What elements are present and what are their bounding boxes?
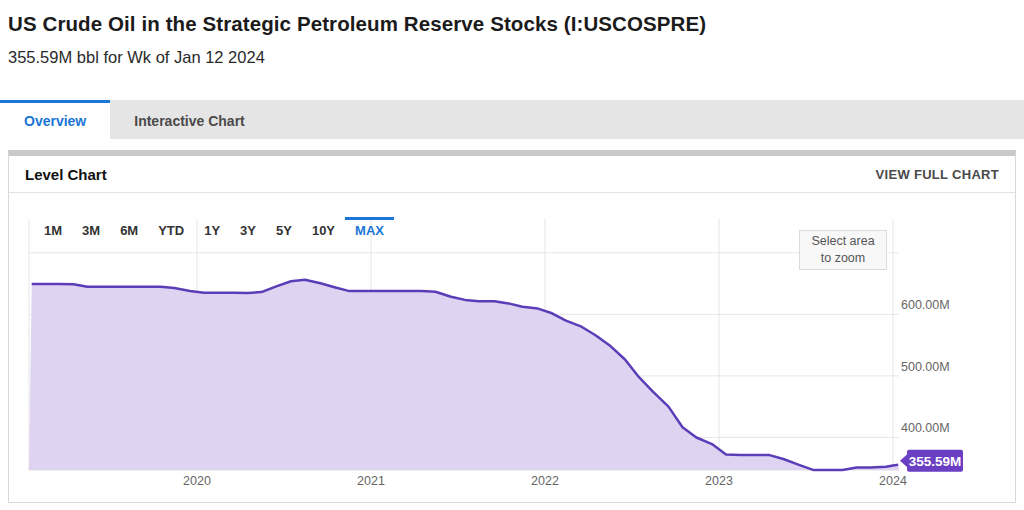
- x-tick-label-2022: 2022: [531, 474, 559, 488]
- level-chart-panel: Level Chart VIEW FULL CHART 2020 2021 2022…: [8, 150, 1016, 503]
- zoom-hint: Select area to zoom: [799, 230, 887, 270]
- panel-header: Level Chart VIEW FULL CHART: [9, 156, 1015, 193]
- zoom-hint-line1: Select area: [800, 233, 886, 250]
- tab-bar: OverviewInteractive Chart: [0, 100, 1024, 139]
- chart-region: 2020 2021 2022 2023 2024 400.00M 500.00M 600.00…: [9, 193, 1015, 501]
- range-button-5y[interactable]: 5Y: [266, 217, 302, 244]
- range-selector: 1M3M6MYTD1Y3Y5Y10YMAX: [34, 217, 394, 244]
- page-subtitle: 355.59M bbl for Wk of Jan 12 2024: [8, 48, 265, 67]
- plot-area[interactable]: [29, 219, 899, 470]
- y-tick-label-500: 500.00M: [901, 360, 950, 374]
- last-value-badge: 355.59M: [900, 450, 963, 472]
- range-button-6m[interactable]: 6M: [110, 217, 148, 244]
- range-button-ytd[interactable]: YTD: [148, 217, 194, 244]
- range-button-1y[interactable]: 1Y: [194, 217, 230, 244]
- x-tick-label-2020: 2020: [183, 474, 211, 488]
- panel-title: Level Chart: [25, 166, 107, 183]
- range-button-1m[interactable]: 1M: [34, 217, 72, 244]
- x-tick-label-2023: 2023: [705, 474, 733, 488]
- range-button-max[interactable]: MAX: [345, 217, 394, 244]
- y-tick-label-400: 400.00M: [901, 421, 950, 435]
- view-full-chart-link[interactable]: VIEW FULL CHART: [876, 167, 999, 182]
- range-button-3y[interactable]: 3Y: [230, 217, 266, 244]
- badge-value: 355.59M: [909, 454, 962, 469]
- zoom-hint-line2: to zoom: [800, 250, 886, 267]
- x-tick-label-2021: 2021: [357, 474, 385, 488]
- tab-overview[interactable]: Overview: [0, 100, 110, 139]
- y-tick-label-600: 600.00M: [901, 298, 950, 312]
- page-title: US Crude Oil in the Strategic Petroleum …: [8, 12, 706, 36]
- range-button-10y[interactable]: 10Y: [302, 217, 345, 244]
- range-button-3m[interactable]: 3M: [72, 217, 110, 244]
- x-tick-label-2024: 2024: [879, 474, 907, 488]
- tab-interactive-chart[interactable]: Interactive Chart: [110, 100, 268, 139]
